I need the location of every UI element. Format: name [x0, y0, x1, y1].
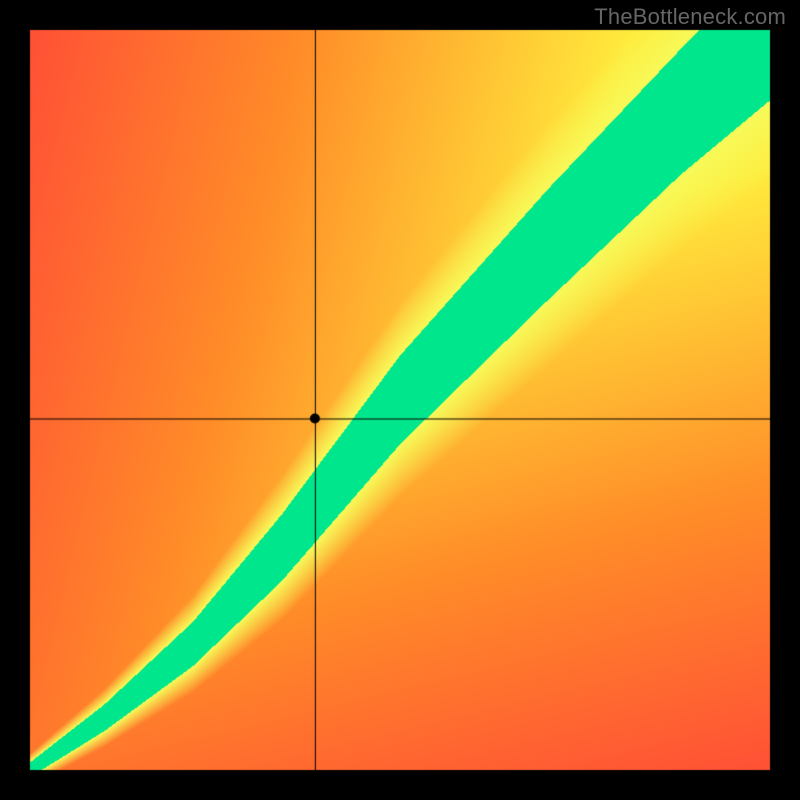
- chart-container: TheBottleneck.com: [0, 0, 800, 800]
- bottleneck-heatmap: [0, 0, 800, 800]
- watermark-text: TheBottleneck.com: [594, 4, 786, 30]
